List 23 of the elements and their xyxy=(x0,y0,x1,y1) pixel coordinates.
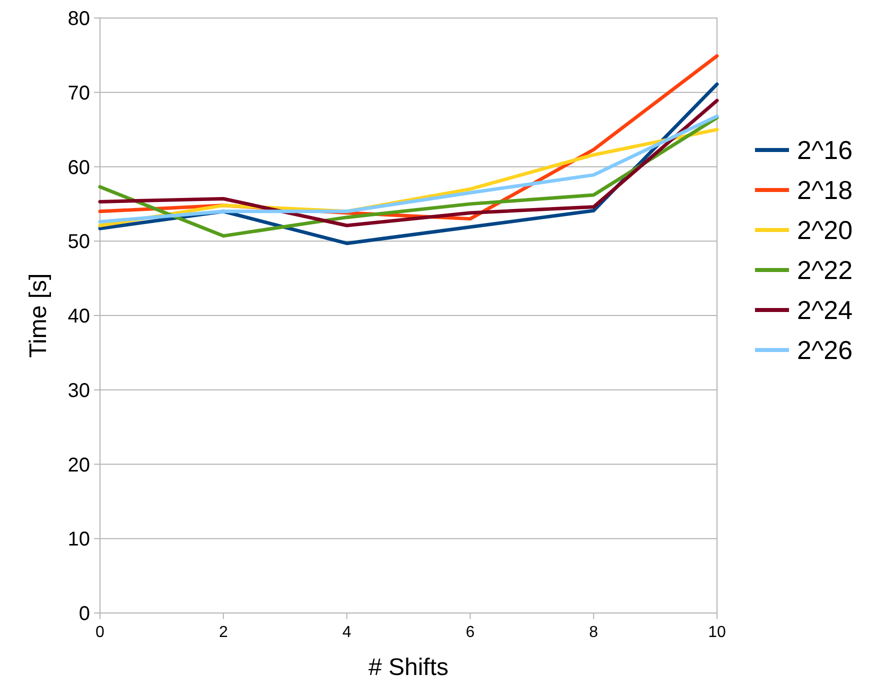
legend-label: 2^22 xyxy=(797,255,853,286)
y-tick-label: 70 xyxy=(68,82,90,104)
y-tick-label: 40 xyxy=(68,306,90,328)
legend-label: 2^18 xyxy=(797,175,853,206)
legend-label: 2^16 xyxy=(797,135,853,166)
x-tick-label: 6 xyxy=(466,624,475,641)
x-tick-label: 10 xyxy=(708,624,726,641)
x-tick-label: 8 xyxy=(589,624,598,641)
x-axis-title: # Shifts xyxy=(368,654,449,681)
y-tick-label: 0 xyxy=(78,603,90,625)
y-axis-title: Time [s] xyxy=(25,273,52,358)
y-tick-label: 60 xyxy=(68,156,90,179)
y-tick-label: 50 xyxy=(68,231,90,254)
legend-label: 2^24 xyxy=(797,295,853,326)
y-tick-label: 10 xyxy=(68,528,90,551)
legend-label: 2^26 xyxy=(797,335,853,366)
x-tick-label: 2 xyxy=(218,624,228,641)
y-tick-label: 30 xyxy=(68,380,90,402)
y-tick-label: 80 xyxy=(68,8,90,30)
x-tick-label: 4 xyxy=(342,624,352,641)
y-tick-label: 20 xyxy=(68,454,90,476)
x-tick-label: 0 xyxy=(96,624,105,641)
legend-label: 2^20 xyxy=(797,215,853,246)
